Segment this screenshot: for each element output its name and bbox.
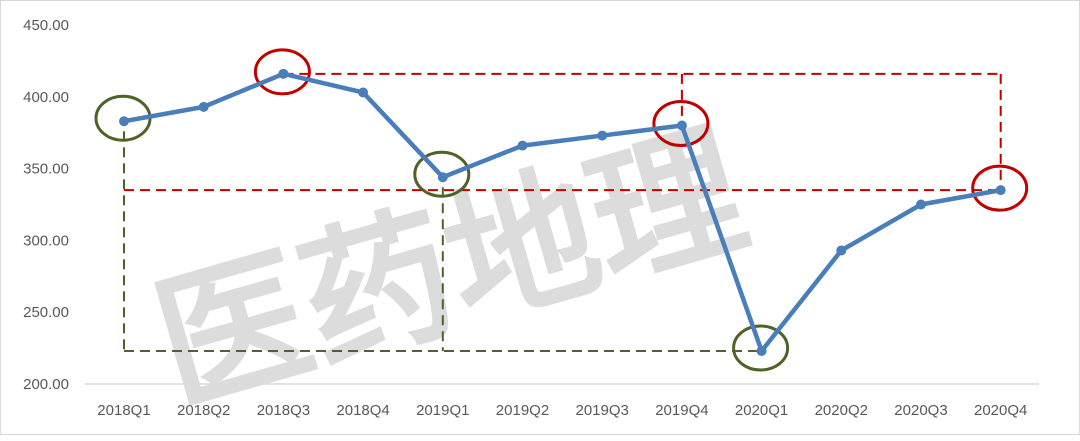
data-point [517, 140, 528, 151]
red-highlight-circle [652, 100, 710, 148]
x-tick-label: 2019Q3 [576, 402, 629, 419]
y-tick-label: 250.00 [23, 304, 69, 321]
y-tick-label: 350.00 [23, 161, 69, 178]
series-line [119, 68, 1006, 356]
green-highlight-circle [413, 150, 471, 198]
data-point [198, 101, 209, 112]
data-point [597, 130, 608, 141]
series-path [123, 71, 1002, 354]
data-point [995, 185, 1006, 196]
x-axis: 2018Q1 2018Q2 2018Q3 2018Q4 2019Q1 2019Q2 2019… [97, 402, 1027, 419]
data-point [358, 87, 369, 98]
x-tick-label: 2018Q2 [177, 402, 230, 419]
x-tick-label: 2019Q2 [496, 402, 549, 419]
x-tick-label: 2020Q1 [735, 402, 788, 419]
x-tick-label: 2018Q1 [97, 402, 150, 419]
annotations [94, 48, 1029, 372]
y-tick-label: 300.00 [23, 232, 69, 249]
data-point [278, 68, 289, 79]
data-point [916, 199, 926, 210]
green-highlight-circle [732, 324, 790, 372]
x-tick-label: 2020Q4 [974, 402, 1027, 419]
y-tick-label: 200.00 [23, 376, 69, 393]
red-highlight-circle [253, 48, 311, 96]
data-point [756, 345, 767, 356]
y-tick-label: 450.00 [23, 17, 69, 34]
data-point [119, 116, 129, 127]
x-tick-label: 2020Q3 [894, 402, 947, 419]
y-tick-label: 400.00 [23, 89, 69, 106]
data-point [836, 245, 847, 256]
data-point [437, 172, 448, 183]
y-axis: 200.00 250.00 300.00 350.00 400.00 450.00 [23, 17, 69, 393]
x-tick-label: 2019Q1 [416, 402, 469, 419]
x-tick-label: 2018Q3 [257, 402, 310, 419]
x-tick-label: 2018Q4 [336, 402, 389, 419]
x-tick-label: 2020Q2 [815, 402, 868, 419]
red-highlight-circle [971, 164, 1029, 212]
data-point [676, 120, 687, 131]
x-tick-label: 2019Q4 [655, 402, 708, 419]
